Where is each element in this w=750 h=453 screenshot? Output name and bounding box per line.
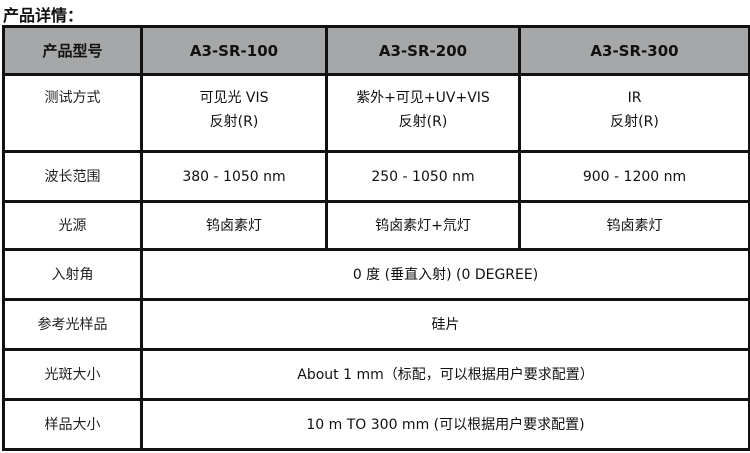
row-label: 参考光样品 bbox=[2, 298, 143, 351]
table-cell: 钨卤素灯 bbox=[140, 200, 328, 251]
table-cell: About 1 mm（标配，可以根据用户要求配置） bbox=[140, 348, 750, 401]
cell-line: 紫外+可见+UV+VIS bbox=[356, 90, 490, 106]
cell-line: 反射(R) bbox=[209, 114, 259, 130]
cell-line: IR bbox=[627, 90, 642, 106]
table-cell: 250 - 1050 nm bbox=[325, 150, 521, 203]
cell-line: 反射(R) bbox=[398, 114, 448, 130]
table-cell: 硅片 bbox=[140, 298, 750, 351]
row-label: 测试方式 bbox=[2, 73, 143, 153]
row-label: 入射角 bbox=[2, 248, 143, 301]
cell-line: 反射(R) bbox=[610, 114, 659, 130]
row-label: 波长范围 bbox=[2, 150, 143, 203]
row-label: 光源 bbox=[2, 200, 143, 251]
table-cell: 钨卤素灯 bbox=[518, 200, 750, 251]
table-cell: 钨卤素灯+氘灯 bbox=[325, 200, 521, 251]
product-spec-table: 产品型号 A3-SR-100 A3-SR-200 A3-SR-300 测试方式 … bbox=[2, 25, 750, 451]
table-cell: 380 - 1050 nm bbox=[140, 150, 328, 203]
table-cell: 可见光 VIS 反射(R) bbox=[140, 73, 328, 153]
header-cell: A3-SR-300 bbox=[518, 25, 750, 76]
header-cell: A3-SR-100 bbox=[140, 25, 328, 76]
table-cell: 0 度 (垂直入射) (0 DEGREE) bbox=[140, 248, 750, 301]
table-row: 波长范围 380 - 1050 nm 250 - 1050 nm 900 - 1… bbox=[2, 150, 750, 203]
table-row: 测试方式 可见光 VIS 反射(R) 紫外+可见+UV+VIS 反射(R) IR 反射… bbox=[2, 73, 750, 153]
header-cell: 产品型号 bbox=[2, 25, 143, 76]
table-row: 光斑大小 About 1 mm（标配，可以根据用户要求配置） bbox=[2, 348, 750, 401]
cell-line: 可见光 VIS bbox=[199, 90, 269, 106]
table-cell: IR 反射(R) bbox=[518, 73, 750, 153]
table-cell: 紫外+可见+UV+VIS 反射(R) bbox=[325, 73, 521, 153]
header-cell: A3-SR-200 bbox=[325, 25, 521, 76]
table-row: 入射角 0 度 (垂直入射) (0 DEGREE) bbox=[2, 248, 750, 301]
header-row: 产品型号 A3-SR-100 A3-SR-200 A3-SR-300 bbox=[2, 25, 750, 76]
row-label: 光斑大小 bbox=[2, 348, 143, 401]
table-row: 样品大小 10 m TO 300 mm (可以根据用户要求配置) bbox=[2, 398, 750, 451]
table-row: 光源 钨卤素灯 钨卤素灯+氘灯 钨卤素灯 bbox=[2, 200, 750, 251]
section-title: 产品详情： bbox=[3, 6, 84, 25]
table-cell: 10 m TO 300 mm (可以根据用户要求配置) bbox=[140, 398, 750, 451]
row-label: 样品大小 bbox=[2, 398, 143, 451]
table-row: 参考光样品 硅片 bbox=[2, 298, 750, 351]
table-cell: 900 - 1200 nm bbox=[518, 150, 750, 203]
